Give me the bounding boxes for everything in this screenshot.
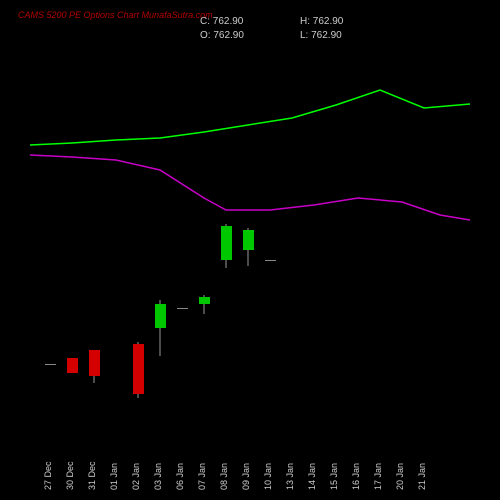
x-axis-label: 03 Jan [153, 463, 163, 490]
low-label: L: 762.90 [300, 29, 343, 43]
candle [67, 50, 78, 450]
x-axis-label: 01 Jan [109, 463, 119, 490]
candle [199, 50, 210, 450]
x-axis-label: 31 Dec [87, 461, 97, 490]
x-axis-label: 10 Jan [263, 463, 273, 490]
x-axis-label: 08 Jan [219, 463, 229, 490]
candle [155, 50, 166, 450]
x-axis-label: 17 Jan [373, 463, 383, 490]
chart-title: CAMS 5200 PE Options Chart MunafaSutra.c… [18, 10, 213, 20]
high-label: H: 762.90 [300, 15, 343, 29]
candle [45, 50, 56, 450]
chart-plot-area [30, 50, 470, 450]
x-axis-label: 07 Jan [197, 463, 207, 490]
x-axis-label: 20 Jan [395, 463, 405, 490]
x-axis: 27 Dec 30 Dec 31 Dec 01 Jan 02 Jan 03 Jan 06 J… [30, 450, 470, 490]
x-axis-label: 09 Jan [241, 463, 251, 490]
x-axis-label: 13 Jan [285, 463, 295, 490]
candle [89, 50, 100, 450]
open-label: O: 762.90 [200, 29, 244, 43]
x-axis-label: 02 Jan [131, 463, 141, 490]
candle [221, 50, 232, 450]
ohlc-hl: H: 762.90 L: 762.90 [300, 15, 343, 43]
candle [243, 50, 254, 450]
title-text: CAMS 5200 PE Options Chart MunafaSutra.c… [18, 10, 213, 20]
x-axis-label: 16 Jan [351, 463, 361, 490]
x-axis-label: 30 Dec [65, 461, 75, 490]
x-axis-label: 14 Jan [307, 463, 317, 490]
candle [177, 50, 188, 450]
x-axis-label: 27 Dec [43, 461, 53, 490]
candle [133, 50, 144, 450]
x-axis-label: 15 Jan [329, 463, 339, 490]
x-axis-label: 21 Jan [417, 463, 427, 490]
candle [265, 50, 276, 450]
ohlc-co: C: 762.90 O: 762.90 [200, 15, 244, 43]
close-label: C: 762.90 [200, 15, 244, 29]
x-axis-label: 06 Jan [175, 463, 185, 490]
